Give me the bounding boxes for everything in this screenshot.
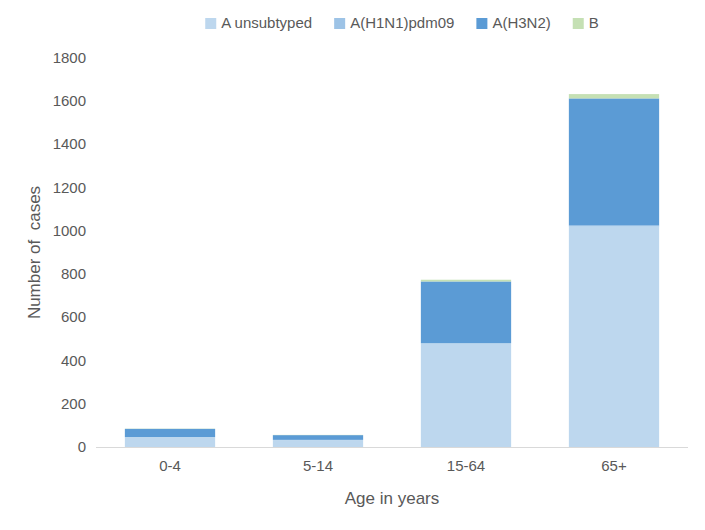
bar-segment	[569, 94, 659, 98]
x-tick-label: 65+	[601, 457, 627, 474]
bar-segment	[569, 225, 659, 226]
y-tick-label: 1800	[53, 49, 86, 66]
x-tick-label: 0-4	[159, 457, 181, 474]
legend-label: A(H3N2)	[492, 14, 550, 31]
bar-segment	[421, 280, 511, 282]
y-tick-label: 800	[61, 265, 86, 282]
y-tick-label: 400	[61, 352, 86, 369]
bar-segment	[273, 434, 363, 435]
bar-segment	[421, 344, 511, 447]
chart: 0 200 400 600 800 1000 1200 1400 1600 1800 0-4 5-14…	[0, 0, 705, 530]
bar-segment	[125, 428, 215, 429]
x-tick-label: 5-14	[303, 457, 333, 474]
legend-swatch	[476, 18, 487, 29]
bar-segment	[273, 440, 363, 447]
bar-segment	[125, 429, 215, 437]
legend-label: A unsubtyped	[221, 14, 312, 31]
y-tick-label: 1000	[53, 222, 86, 239]
y-tick-label: 1600	[53, 92, 86, 109]
bar-segment	[569, 227, 659, 447]
bars	[125, 94, 659, 447]
y-tick-label: 200	[61, 395, 86, 412]
legend-label: A(H1N1)pdm09	[350, 14, 454, 31]
x-axis	[96, 447, 688, 448]
y-tick-label: 600	[61, 308, 86, 325]
y-tick-label: 0	[78, 438, 86, 455]
bar-segment	[421, 281, 511, 343]
y-tick-label: 1400	[53, 135, 86, 152]
legend-label: B	[589, 14, 599, 31]
y-tick-label: 1200	[53, 179, 86, 196]
bar-segment	[569, 98, 659, 225]
y-axis-title: Number of cases	[25, 186, 44, 319]
legend-swatch	[205, 18, 216, 29]
bar-segment	[125, 437, 215, 447]
legend-swatch	[573, 18, 584, 29]
bar-segment	[273, 435, 363, 440]
background	[0, 0, 705, 530]
x-axis-title: Age in years	[345, 489, 440, 508]
legend-swatch	[334, 18, 345, 29]
legend: A unsubtyped A(H1N1)pdm09 A(H3N2) B	[205, 14, 599, 31]
x-tick-label: 15-64	[447, 457, 485, 474]
